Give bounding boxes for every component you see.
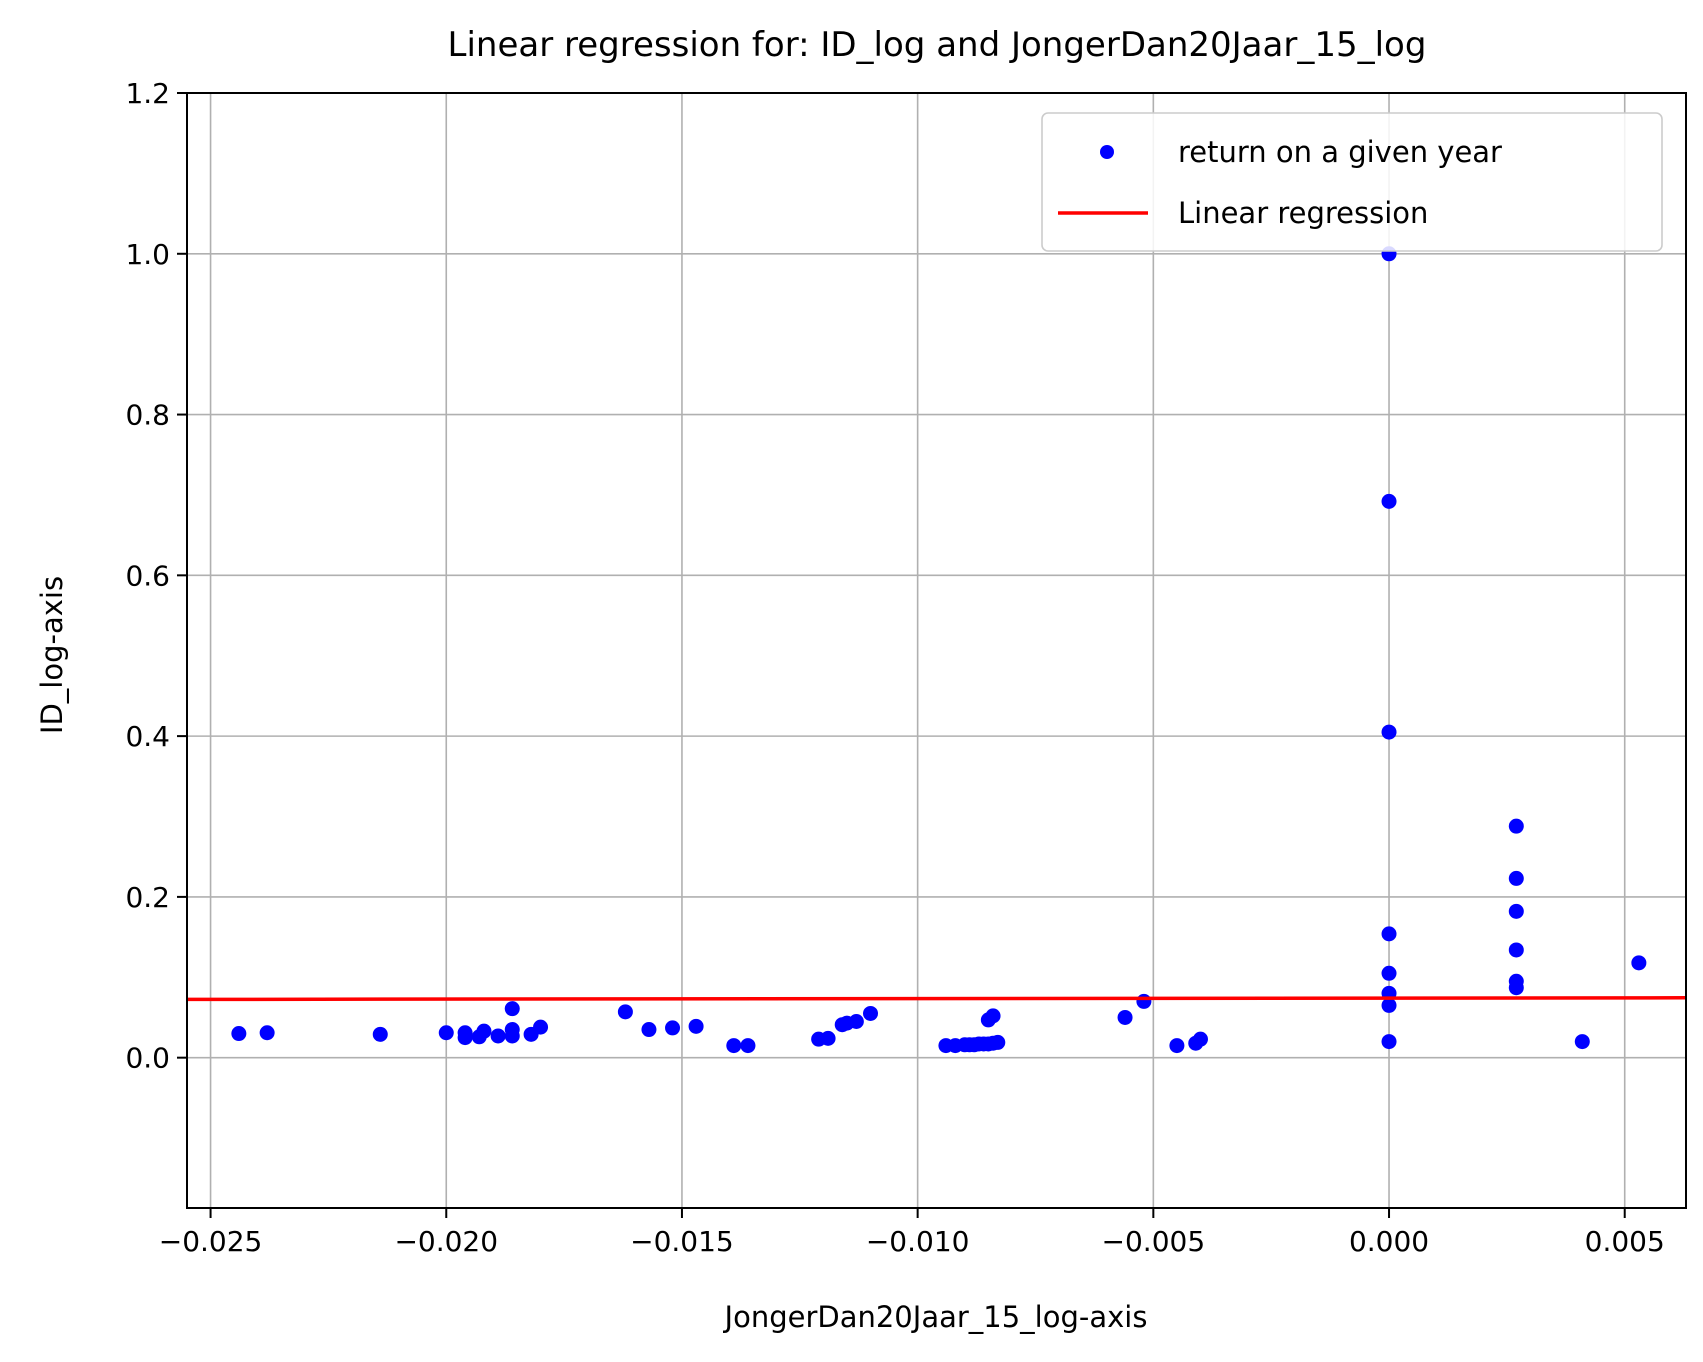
axis-ticks: −0.025 −0.020 −0.015 −0.010 −0.005 0.000 0.005…: [125, 77, 1664, 1258]
data-point: [617, 1004, 633, 1020]
data-point: [533, 1019, 549, 1035]
data-point: [1508, 903, 1524, 919]
y-tick-label: 0.0: [125, 1042, 170, 1075]
x-axis-label: JongerDan20Jaar_15_log-axis: [723, 1300, 1148, 1334]
x-tick-label: −0.025: [159, 1225, 263, 1258]
legend-label-scatter: return on a given year: [1178, 135, 1502, 169]
data-point: [848, 1013, 864, 1029]
x-tick-label: −0.010: [866, 1225, 970, 1258]
x-tick-label: −0.020: [394, 1225, 498, 1258]
y-tick-label: 0.4: [125, 720, 170, 753]
legend-scatter-marker: [1100, 145, 1114, 159]
data-point: [1508, 818, 1524, 834]
data-point: [1574, 1034, 1590, 1050]
data-point: [820, 1030, 836, 1046]
y-tick-label: 0.6: [125, 559, 170, 592]
data-point: [726, 1038, 742, 1054]
data-point: [490, 1028, 506, 1044]
data-point: [990, 1034, 1006, 1050]
y-tick-label: 1.2: [125, 77, 170, 110]
x-tick-label: 0.005: [1585, 1225, 1665, 1258]
data-point: [985, 1008, 1001, 1024]
y-tick-label: 0.2: [125, 881, 170, 914]
data-point: [863, 1005, 879, 1021]
y-tick-label: 0.8: [125, 399, 170, 432]
data-point: [476, 1023, 492, 1039]
data-point: [688, 1018, 704, 1034]
legend: return on a given year Linear regression: [1041, 112, 1663, 252]
data-point: [1508, 980, 1524, 996]
legend-box: [1041, 112, 1663, 252]
plot-series: [186, 246, 1687, 1054]
data-point: [665, 1020, 681, 1036]
data-point: [1117, 1009, 1133, 1025]
data-point: [1381, 965, 1397, 981]
data-point: [504, 1028, 520, 1044]
data-point: [1381, 493, 1397, 509]
x-tick-label: −0.005: [1102, 1225, 1206, 1258]
data-point: [231, 1026, 247, 1042]
chart-title: Linear regression for: ID_log and Jonger…: [448, 25, 1427, 65]
regression-line: [186, 996, 1687, 1002]
data-point: [1381, 1034, 1397, 1050]
legend-label-regression: Linear regression: [1178, 196, 1428, 230]
data-point: [1381, 997, 1397, 1013]
data-point: [1192, 1031, 1208, 1047]
y-tick-label: 1.0: [125, 238, 170, 271]
data-point: [1136, 993, 1152, 1009]
data-point: [372, 1026, 388, 1042]
data-point: [1631, 955, 1647, 971]
data-point: [1381, 926, 1397, 942]
data-point: [438, 1025, 454, 1041]
plot-frame: [186, 92, 1687, 1209]
y-axis-label: ID_log-axis: [35, 576, 69, 734]
data-point: [740, 1038, 756, 1054]
data-point: [1381, 724, 1397, 740]
data-point: [1169, 1038, 1185, 1054]
x-tick-label: −0.015: [630, 1225, 734, 1258]
data-point: [1508, 870, 1524, 886]
data-point: [641, 1022, 657, 1038]
data-point: [259, 1025, 275, 1041]
data-point: [504, 1001, 520, 1017]
x-tick-label: 0.000: [1349, 1225, 1429, 1258]
data-point: [457, 1025, 473, 1041]
data-point: [1508, 942, 1524, 958]
